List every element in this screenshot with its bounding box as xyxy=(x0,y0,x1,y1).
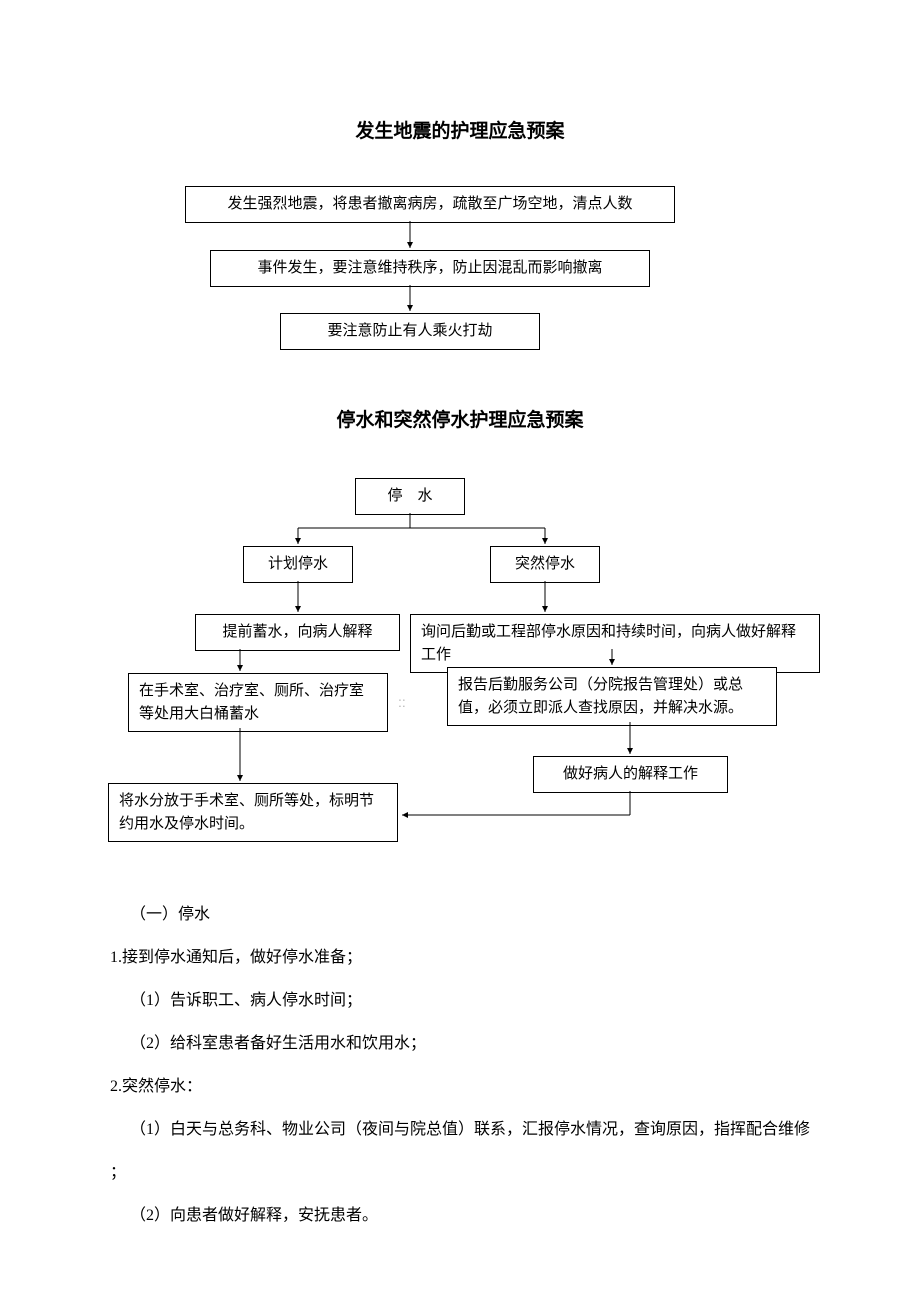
para-2: 1.接到停水通知后，做好停水准备； xyxy=(110,945,362,971)
para-1: （一）停水 xyxy=(130,902,210,928)
flow2-l4: 将水分放于手术室、厕所等处，标明节约用水及停水时间。 xyxy=(108,783,398,842)
flow2-r2: 询问后勤或工程部停水原因和持续时间，向病人做好解释工作 xyxy=(410,614,820,673)
para-5: 2.突然停水： xyxy=(110,1074,202,1100)
flow1-arrows xyxy=(0,0,920,360)
para-3: （1）告诉职工、病人停水时间； xyxy=(130,988,362,1014)
flow2-l3: 在手术室、治疗室、厕所、治疗室等处用大白桶蓄水 xyxy=(128,673,388,732)
flow2-r3: 报告后勤服务公司（分院报告管理处）或总值，必须立即派人查找原因，并解决水源。 xyxy=(447,667,777,726)
para-7: （2）向患者做好解释，安抚患者。 xyxy=(130,1203,378,1229)
flow2-r1: 突然停水 xyxy=(490,546,600,583)
flow1-box1: 发生强烈地震，将患者撤离病房，疏散至广场空地，清点人数 xyxy=(185,186,675,223)
para-6b: ； xyxy=(110,1160,126,1186)
title-earthquake: 发生地震的护理应急预案 xyxy=(0,116,920,143)
title-water: 停水和突然停水护理应急预案 xyxy=(0,405,920,432)
flow2-r4: 做好病人的解释工作 xyxy=(533,756,728,793)
flow2-l2: 提前蓄水，向病人解释 xyxy=(195,614,400,651)
watermark: :: xyxy=(398,694,406,710)
flow1-box2: 事件发生，要注意维持秩序，防止因混乱而影响撤离 xyxy=(210,250,650,287)
flow1-box3: 要注意防止有人乘火打劫 xyxy=(280,313,540,350)
para-6: （1）白天与总务科、物业公司（夜间与院总值）联系，汇报停水情况，查询原因，指挥配… xyxy=(130,1117,810,1143)
para-4: （2）给科室患者备好生活用水和饮用水； xyxy=(130,1031,426,1057)
flow2-l1: 计划停水 xyxy=(243,546,353,583)
flow2-root: 停 水 xyxy=(355,478,465,515)
page: 发生地震的护理应急预案 发生强烈地震，将患者撤离病房，疏散至广场空地，清点人数 … xyxy=(0,0,920,1302)
